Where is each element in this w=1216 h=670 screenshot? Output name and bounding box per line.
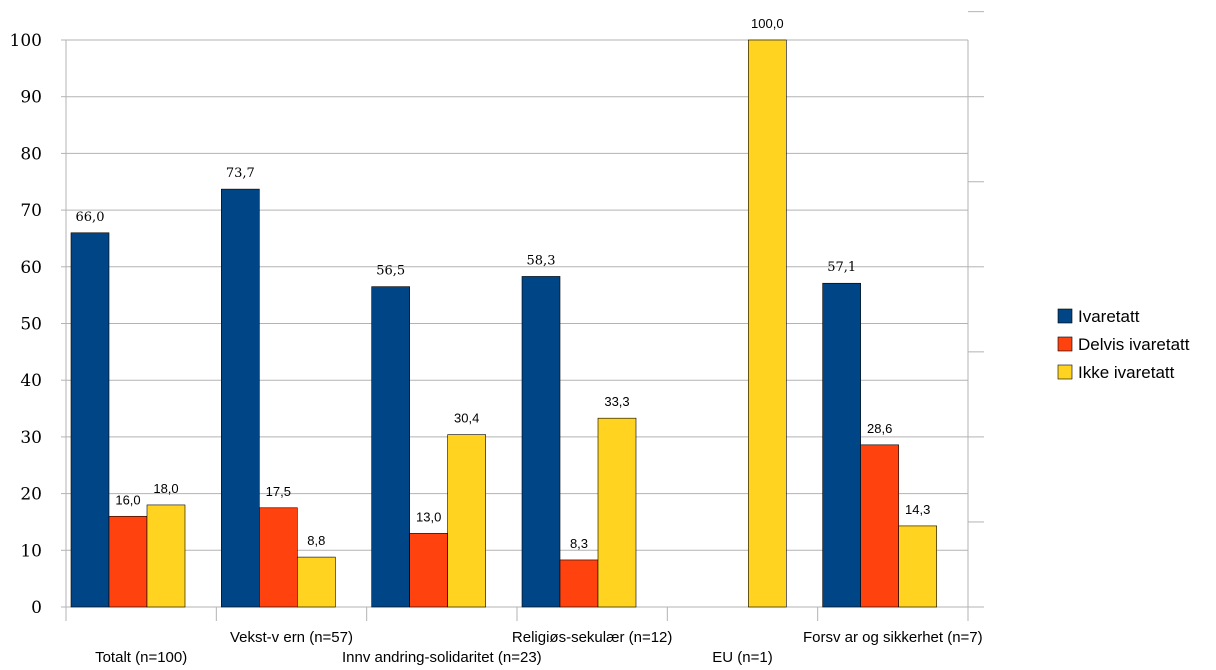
legend: Ivaretatt Delvis ivaretatt Ikke ivaretatt (1057, 307, 1190, 382)
category-label: Vekst-v ern (n=57) (230, 629, 353, 646)
bars (70, 39, 937, 608)
y-tick-label: 40 (20, 371, 42, 391)
data-label: 33,3 (604, 394, 629, 409)
bar-delvis-ivaretatt-0 (108, 515, 148, 608)
legend-swatch (1057, 336, 1073, 352)
data-label: 73,7 (226, 166, 255, 181)
bar-ikke-ivaretatt-4 (748, 39, 787, 608)
data-label: 18,0 (153, 481, 178, 496)
bar-ivaretatt-1 (221, 188, 260, 608)
bar-ivaretatt-3 (521, 276, 561, 608)
data-label: 57,1 (827, 260, 856, 275)
bar-ivaretatt-5 (822, 282, 861, 608)
legend-label: Delvis ivaretatt (1078, 335, 1190, 354)
bar-ikke-ivaretatt-0 (146, 504, 186, 608)
data-label: 100,0 (751, 16, 784, 31)
category-label: Forsv ar og sikkerhet (n=7) (803, 629, 983, 646)
category-label: Religiøs-sekulær (n=12) (512, 629, 672, 646)
y-tick-label: 20 (20, 485, 42, 505)
data-label: 13,0 (416, 509, 441, 524)
data-label: 30,4 (454, 411, 479, 426)
y-tick-label: 30 (20, 428, 42, 448)
data-label: 28,6 (867, 421, 892, 436)
category-label: Innv andring-solidaritet (n=23) (342, 649, 542, 666)
legend-label: Ivaretatt (1078, 307, 1140, 326)
y-tick-label: 90 (20, 88, 42, 108)
bar-delvis-ivaretatt-3 (559, 559, 599, 608)
bar-delvis-ivaretatt-5 (860, 444, 899, 608)
data-label: 56,5 (376, 264, 405, 279)
y-tick-label: 80 (20, 144, 42, 164)
grid-lines (66, 39, 968, 608)
legend-swatch (1057, 308, 1073, 324)
legend-swatch (1057, 364, 1073, 380)
bar-ikke-ivaretatt-2 (447, 434, 486, 608)
data-label: 8,3 (570, 536, 588, 551)
data-label: 8,8 (307, 533, 325, 548)
data-label: 14,3 (905, 502, 930, 517)
bar-ikke-ivaretatt-1 (297, 556, 336, 608)
axes: 0 10 20 30 40 50 60 70 80 90 100 (10, 11, 984, 621)
bar-ikke-ivaretatt-3 (597, 417, 637, 608)
data-label: 17,5 (266, 484, 291, 499)
bar-ivaretatt-2 (371, 286, 410, 608)
bar-ivaretatt-0 (70, 232, 110, 608)
y-tick-label: 70 (20, 201, 42, 221)
bar-ikke-ivaretatt-5 (898, 525, 937, 608)
category-label: Totalt (n=100) (95, 649, 187, 666)
data-label: 16,0 (115, 492, 140, 507)
bar-delvis-ivaretatt-2 (409, 532, 448, 608)
category-label: EU (n=1) (712, 649, 772, 666)
y-tick-label: 100 (10, 31, 42, 51)
data-label: 66,0 (76, 210, 105, 225)
y-tick-label: 50 (20, 315, 42, 335)
y-tick-label: 10 (20, 541, 42, 561)
y-tick-label: 0 (31, 598, 42, 618)
category-labels: Totalt (n=100) Vekst-v ern (n=57) Innv and… (95, 629, 983, 666)
bar-delvis-ivaretatt-1 (259, 507, 298, 608)
y-tick-label: 60 (20, 258, 42, 278)
data-label: 58,3 (527, 253, 556, 268)
data-labels: 66,0 73,7 56,5 58,3 57,1 16,0 17,5 13,0 8,3 28,6 1… (76, 16, 931, 551)
legend-label: Ikke ivaretatt (1078, 363, 1175, 382)
